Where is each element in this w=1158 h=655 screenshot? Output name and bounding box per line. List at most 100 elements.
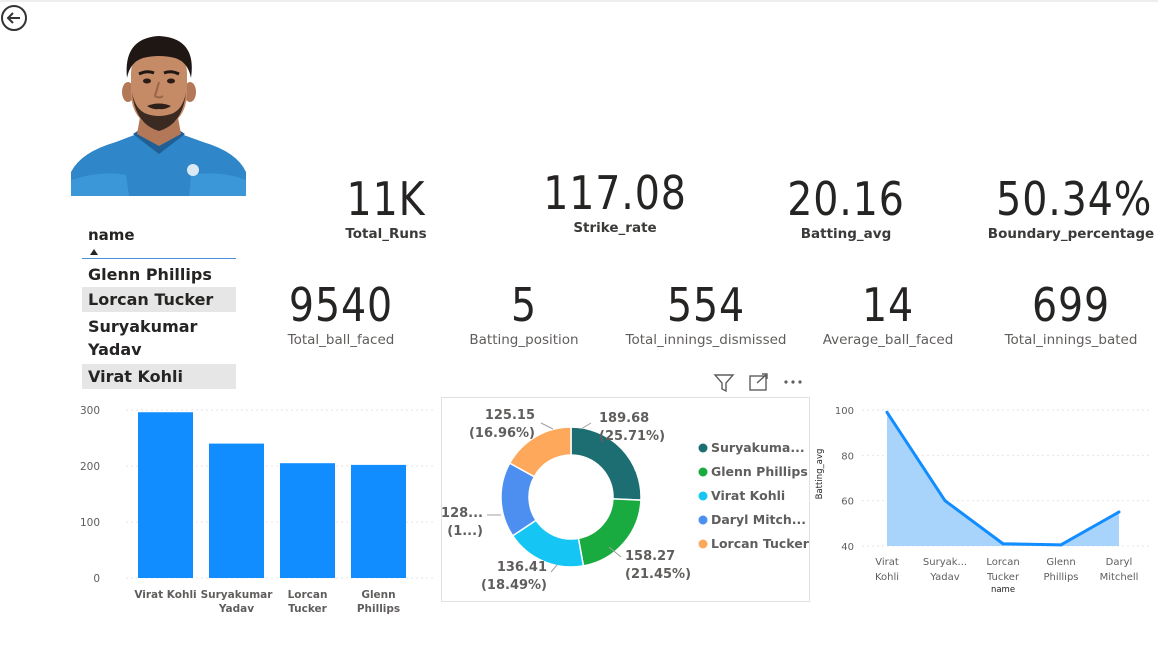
slicer-item-lorcan-tucker[interactable]: Lorcan Tucker [82,287,236,312]
data-label-percent: (1...) [447,524,483,539]
slicer-item-virat-kohli[interactable]: Virat Kohli [82,364,236,389]
x-tick-label: Glenn [1046,557,1075,568]
x-tick-label: Yadav [929,572,959,583]
kpi-batting-position: 5 Batting_position [458,280,590,348]
data-label-value: 136.41 [497,560,547,575]
focus-mode-icon[interactable] [749,373,768,391]
kpi-label: Total_ball_faced [287,332,395,348]
data-label-percent: (16.96%) [469,426,535,441]
back-button[interactable] [1,5,27,31]
x-tick-label: Kohli [875,572,899,583]
x-tick-label: Tucker [288,603,328,615]
y-tick-label: 40 [841,542,854,553]
kpi-value: 699 [1031,278,1111,332]
x-tick-label: Yadav [218,603,254,615]
top-border [0,0,1158,2]
kpi-value: 11K [346,172,426,226]
kpi-total-ball-faced: 9540 Total_ball_faced [270,280,412,348]
leader-line [540,422,554,430]
legend-item-virat-kohli: Virat Kohli [711,488,785,503]
name-slicer: name Glenn Phillips Lorcan Tucker Suryak… [82,224,238,394]
kpi-label: Batting_position [469,332,579,348]
point-daryl-mitchell [1117,510,1121,514]
legend-item-daryl-mitch: Daryl Mitch... [711,512,806,527]
y-tick-label: 80 [841,451,854,462]
y-axis-title: Batting_avg [815,449,825,500]
slicer-item-glenn-phillips[interactable]: Glenn Phillips [88,265,212,284]
x-tick-label: Virat Kohli [134,589,196,601]
donut-chart: 189.68 (25.71%) 158.27 (21.45%) 136.41 (18.49… [441,408,810,593]
legend-marker [698,515,708,525]
leader-line [608,546,622,558]
legend-marker [698,467,708,477]
kpi-average-ball-faced: 14 Average_ball_faced [814,280,962,348]
x-tick-label: Lorcan [288,589,328,601]
legend-marker [698,491,708,501]
more-options-icon[interactable] [784,380,802,384]
kpi-total-runs: 11K Total_Runs [326,174,446,242]
slicer-divider [82,258,236,259]
y-tick-label: 0 [93,573,100,585]
legend-item-lorcan-tucker: Lorcan Tucker [711,536,810,551]
x-axis-title: name [991,585,1015,595]
bar-suryakumar-yadav [209,443,264,578]
bar-lorcan-tucker [280,463,335,578]
x-tick-label: Lorcan [986,557,1019,568]
kpi-label: Batting_avg [800,226,892,242]
x-tick-label: Mitchell [1100,572,1139,583]
kpi-value: 554 [666,278,746,332]
filter-icon[interactable] [713,374,735,393]
kpi-value: 5 [510,278,538,332]
x-tick-label: Daryl [1106,557,1133,568]
bar-chart: 0 100 200 300 Virat Kohli Suryakumar Yadav Lorc… [80,405,436,615]
kpi-total-innings-bated: 699 Total_innings_bated [998,280,1144,348]
slicer-item-suryakumar-yadav[interactable]: Suryakumar Yadav [88,317,198,359]
kpi-value: 20.16 [787,172,905,226]
legend-item-glenn-phillips: Glenn Phillips [711,464,808,479]
data-label-value: 158.27 [625,549,675,564]
kpi-label: Total_Runs [345,226,427,242]
data-label-percent: (18.49%) [481,578,547,593]
legend-marker [698,443,708,453]
back-arrow-icon [6,12,20,24]
kpi-total-innings-dismissed: 554 Total_innings_dismissed [622,280,790,348]
kpi-label: Strike_rate [573,220,657,236]
kpi-label: Total_innings_bated [1004,332,1138,348]
x-tick-label: Phillips [357,603,400,615]
leader-line [550,564,558,573]
player-photo [71,30,246,196]
legend-item-suryakuma: Suryakuma... [711,440,805,455]
area-fill [887,412,1119,546]
data-label-value: 128... [441,506,483,521]
slicer-list: Glenn Phillips Lorcan Tucker Suryakumar … [82,262,236,389]
slice-lorcan-tucker [508,426,572,478]
leader-line [580,422,592,430]
x-tick-label: Suryakumar [201,589,274,601]
point-glenn-phillips [1059,543,1063,547]
x-tick-label: Glenn [361,589,395,601]
donut-chart-frame [441,397,810,602]
x-tick-label: Virat [875,557,899,568]
data-label-value: 189.68 [599,411,649,426]
sort-ascending-icon[interactable] [90,249,98,255]
x-tick-label: Suryak... [923,557,967,568]
x-tick-label: Tucker [986,572,1020,583]
bar-virat-kohli [138,412,193,578]
data-label-percent: (25.71%) [599,429,665,444]
y-tick-label: 200 [80,461,100,473]
kpi-value: 117.08 [543,166,687,220]
data-label-percent: (21.45%) [625,567,691,582]
x-tick-label: Phillips [1043,572,1078,583]
y-tick-label: 60 [841,497,854,508]
kpi-label: Average_ball_faced [822,332,954,348]
kpi-label: Boundary_percentage [987,226,1155,242]
y-tick-label: 300 [80,405,100,417]
visual-header [712,372,808,394]
legend-marker [698,539,708,549]
point-lorcan-tucker [1001,542,1005,546]
data-label-value: 125.15 [485,408,535,423]
kpi-label: Total_innings_dismissed [625,332,787,348]
kpi-batting-avg: 20.16 Batting_avg [776,174,916,242]
y-tick-label: 100 [80,517,100,529]
point-suryak-yadav [943,499,947,503]
